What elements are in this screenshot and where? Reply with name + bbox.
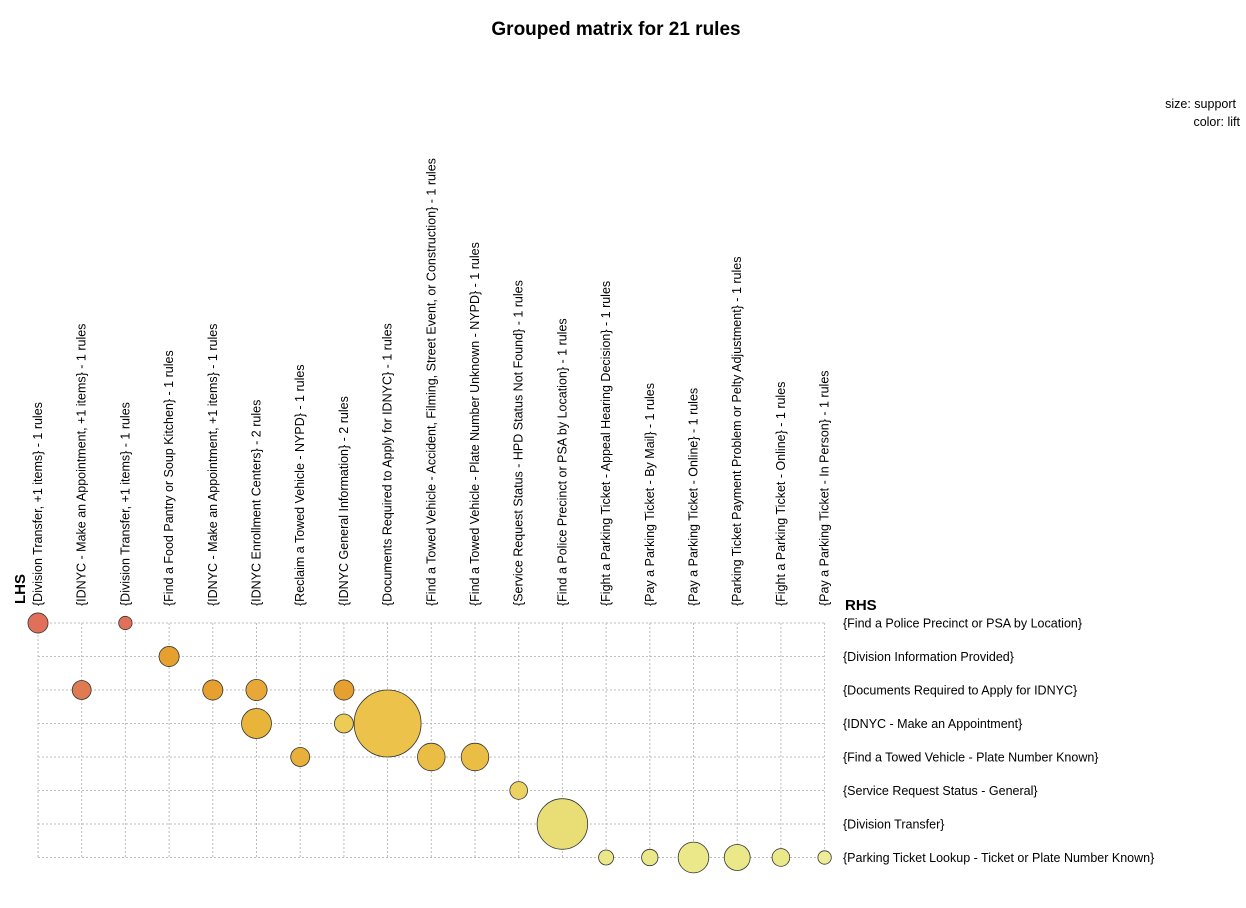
lhs-label: {IDNYC General Information} - 2 rules [337, 396, 351, 606]
rule-bubble [158, 646, 180, 667]
rule-bubble [536, 798, 589, 850]
rule-bubble [245, 679, 268, 701]
lhs-label: {IDNYC - Make an Appointment, +1 items} … [206, 324, 220, 606]
rule-bubble [27, 612, 49, 634]
rule-bubble [333, 679, 355, 701]
lhs-label: {Fight a Parking Ticket - Appeal Hearing… [599, 281, 613, 606]
lhs-label: {Find a Towed Vehicle - Accident, Filmin… [424, 158, 438, 606]
lhs-axis-title: LHS [12, 574, 29, 604]
rhs-label: {Division Transfer} [843, 818, 944, 832]
lhs-label: {Service Request Status - HPD Status Not… [512, 280, 526, 606]
lhs-label: {Fight a Parking Ticket - Online} - 1 ru… [774, 382, 788, 606]
rule-bubble [771, 848, 791, 867]
lhs-label: {Parking Ticket Payment Problem or Pelty… [730, 257, 744, 606]
rhs-label: {Service Request Status - General} [843, 784, 1038, 798]
lhs-label: {Documents Required to Apply for IDNYC} … [381, 323, 395, 606]
lhs-label: {Find a Food Pantry or Soup Kitchen} - 1… [162, 350, 176, 606]
rhs-axis-title: RHS [845, 597, 877, 614]
rule-bubble [202, 679, 224, 701]
rule-bubble [817, 850, 832, 865]
lhs-label: {Find a Police Precinct or PSA by Locati… [555, 318, 569, 606]
chart-title: Grouped matrix for 21 rules [491, 19, 740, 40]
rule-bubble [334, 713, 354, 734]
rule-bubble [290, 747, 311, 767]
rhs-label: {Find a Towed Vehicle - Plate Number Kno… [843, 751, 1098, 765]
rule-bubble [641, 848, 659, 867]
legend-color-label: color: lift [1193, 115, 1240, 129]
lhs-label: {Division Transfer, +1 items} - 1 rules [118, 402, 132, 606]
rule-bubble [723, 844, 751, 871]
lhs-label: {Pay a Parking Ticket - By Mail} - 1 rul… [643, 383, 657, 606]
lhs-label: {Pay a Parking Ticket - In Person} - 1 r… [818, 370, 832, 606]
lhs-label: {Reclaim a Towed Vehicle - NYPD} - 1 rul… [293, 364, 307, 606]
rule-bubbles [27, 612, 832, 874]
lhs-label: {IDNYC - Make an Appointment, +1 items} … [75, 324, 89, 606]
rule-bubble [353, 689, 422, 758]
lhs-labels: {Division Transfer, +1 items} - 1 rules {… [31, 158, 832, 606]
rhs-label: {Parking Ticket Lookup - Ticket or Plate… [843, 851, 1154, 865]
rule-bubble [417, 742, 446, 772]
rhs-label: {Documents Required to Apply for IDNYC} [843, 684, 1077, 698]
lhs-label: {Division Transfer, +1 items} - 1 rules [31, 402, 45, 606]
rule-bubble [509, 781, 528, 800]
rule-bubble [460, 742, 490, 772]
rule-bubble [71, 680, 92, 700]
lhs-label: {IDNYC Enrollment Centers} - 2 rules [250, 400, 264, 606]
rule-bubble [118, 615, 133, 631]
rhs-label: {IDNYC - Make an Appointment} [843, 717, 1022, 731]
rule-bubble [598, 849, 614, 866]
rhs-label: {Division Information Provided} [843, 650, 1014, 664]
rhs-labels: {Find a Police Precinct or PSA by Locati… [843, 617, 1154, 866]
lhs-label: {Pay a Parking Ticket - Online} - 1 rule… [687, 388, 701, 606]
rule-bubble [677, 841, 710, 874]
legend-size-label: size: support [1165, 97, 1236, 111]
rule-bubble [241, 708, 272, 739]
lhs-label: {Find a Towed Vehicle - Plate Number Unk… [468, 242, 482, 606]
rhs-label: {Find a Police Precinct or PSA by Locati… [843, 617, 1082, 631]
grid-lines [37, 622, 826, 858]
